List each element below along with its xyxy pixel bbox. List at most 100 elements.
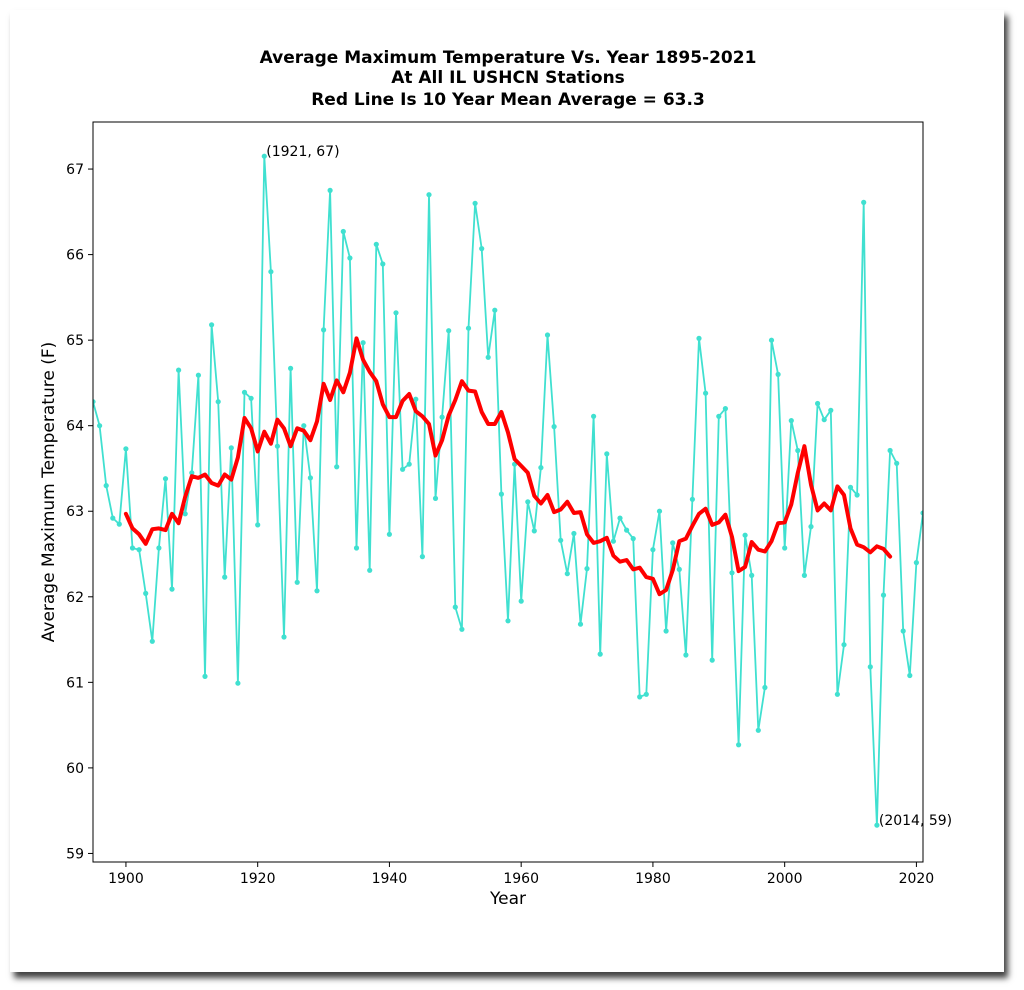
data-point	[432, 495, 439, 501]
data-point	[782, 545, 788, 551]
data-point	[321, 327, 327, 333]
y-tick-label: 60	[66, 761, 84, 777]
data-point	[307, 475, 313, 481]
data-point	[195, 372, 201, 378]
data-point	[821, 417, 827, 423]
data-point	[452, 604, 458, 610]
data-point	[413, 396, 419, 402]
data-point	[749, 572, 755, 579]
data-point	[367, 567, 373, 573]
y-tick-label: 66	[66, 248, 84, 264]
data-point	[294, 579, 300, 585]
data-point	[861, 199, 867, 205]
data-point	[235, 680, 241, 686]
data-point	[709, 657, 715, 663]
data-point	[446, 328, 452, 334]
data-point	[716, 413, 722, 419]
data-point	[340, 228, 346, 235]
data-point	[630, 536, 636, 542]
data-point	[571, 530, 577, 537]
data-point	[742, 532, 748, 538]
data-point	[228, 445, 234, 451]
x-tick-label: 2000	[767, 871, 803, 887]
data-point	[617, 515, 623, 521]
y-tick-label: 61	[66, 675, 84, 691]
data-point	[426, 192, 432, 198]
data-point	[129, 545, 136, 551]
data-point	[768, 337, 775, 343]
data-point	[261, 153, 267, 159]
data-point	[834, 691, 841, 697]
data-point	[703, 390, 709, 396]
data-point	[808, 524, 814, 530]
data-point	[788, 418, 794, 424]
data-point	[93, 399, 96, 405]
data-point	[268, 269, 274, 275]
chart-title-line-2: At All IL USHCN Stations	[391, 68, 625, 88]
data-point	[913, 560, 920, 566]
data-point	[162, 476, 169, 482]
data-point	[393, 310, 399, 316]
data-point	[847, 484, 854, 490]
data-point	[907, 672, 913, 679]
data-point	[637, 694, 643, 700]
data-point	[498, 491, 504, 497]
data-point	[143, 590, 149, 597]
y-tick-label: 65	[66, 333, 84, 349]
plot-area-border	[92, 121, 924, 863]
data-point	[577, 621, 584, 627]
data-point	[176, 367, 182, 373]
data-point	[202, 673, 208, 680]
data-point	[722, 406, 729, 412]
data-point	[406, 461, 412, 467]
data-point	[643, 691, 649, 697]
data-point	[110, 515, 116, 521]
data-point	[650, 547, 656, 553]
data-point	[610, 538, 617, 544]
data-point	[288, 365, 294, 371]
data-point	[314, 588, 320, 594]
data-point	[683, 652, 689, 658]
data-point	[762, 684, 768, 691]
data-point	[439, 414, 445, 420]
x-tick-label: 1920	[240, 871, 276, 887]
data-point	[380, 261, 386, 267]
data-point	[97, 423, 103, 429]
x-tick-label: 1960	[503, 871, 539, 887]
point-annotation: (2014, 59)	[879, 813, 952, 829]
data-point	[525, 499, 531, 505]
data-point	[505, 618, 511, 624]
data-point	[841, 642, 847, 648]
data-point	[465, 325, 472, 331]
data-point	[518, 598, 524, 604]
data-point	[729, 570, 735, 576]
data-point	[215, 399, 221, 405]
data-point	[867, 664, 873, 670]
data-point	[248, 395, 254, 401]
data-point	[624, 527, 630, 533]
data-point	[880, 592, 887, 598]
data-point	[920, 510, 923, 516]
data-point	[281, 634, 287, 640]
data-point	[222, 574, 228, 580]
data-point	[386, 531, 392, 537]
data-point	[360, 340, 366, 346]
x-tick-label: 1940	[372, 871, 408, 887]
y-tick-label: 64	[66, 419, 84, 435]
data-point	[887, 447, 893, 454]
data-point	[604, 451, 610, 457]
data-point	[241, 389, 248, 395]
y-tick-label: 67	[66, 162, 84, 178]
data-point	[591, 413, 597, 419]
data-point	[472, 200, 478, 206]
data-point	[182, 511, 188, 517]
data-point	[189, 470, 195, 476]
data-point	[479, 246, 485, 252]
data-point	[209, 322, 215, 328]
data-point	[123, 446, 129, 452]
data-point	[558, 537, 564, 543]
y-axis-label: Average Maximum Temperature (F)	[39, 342, 59, 643]
y-tick-label: 63	[66, 504, 84, 520]
annotation-layer: (1921, 67) (2014, 59)	[266, 144, 952, 829]
